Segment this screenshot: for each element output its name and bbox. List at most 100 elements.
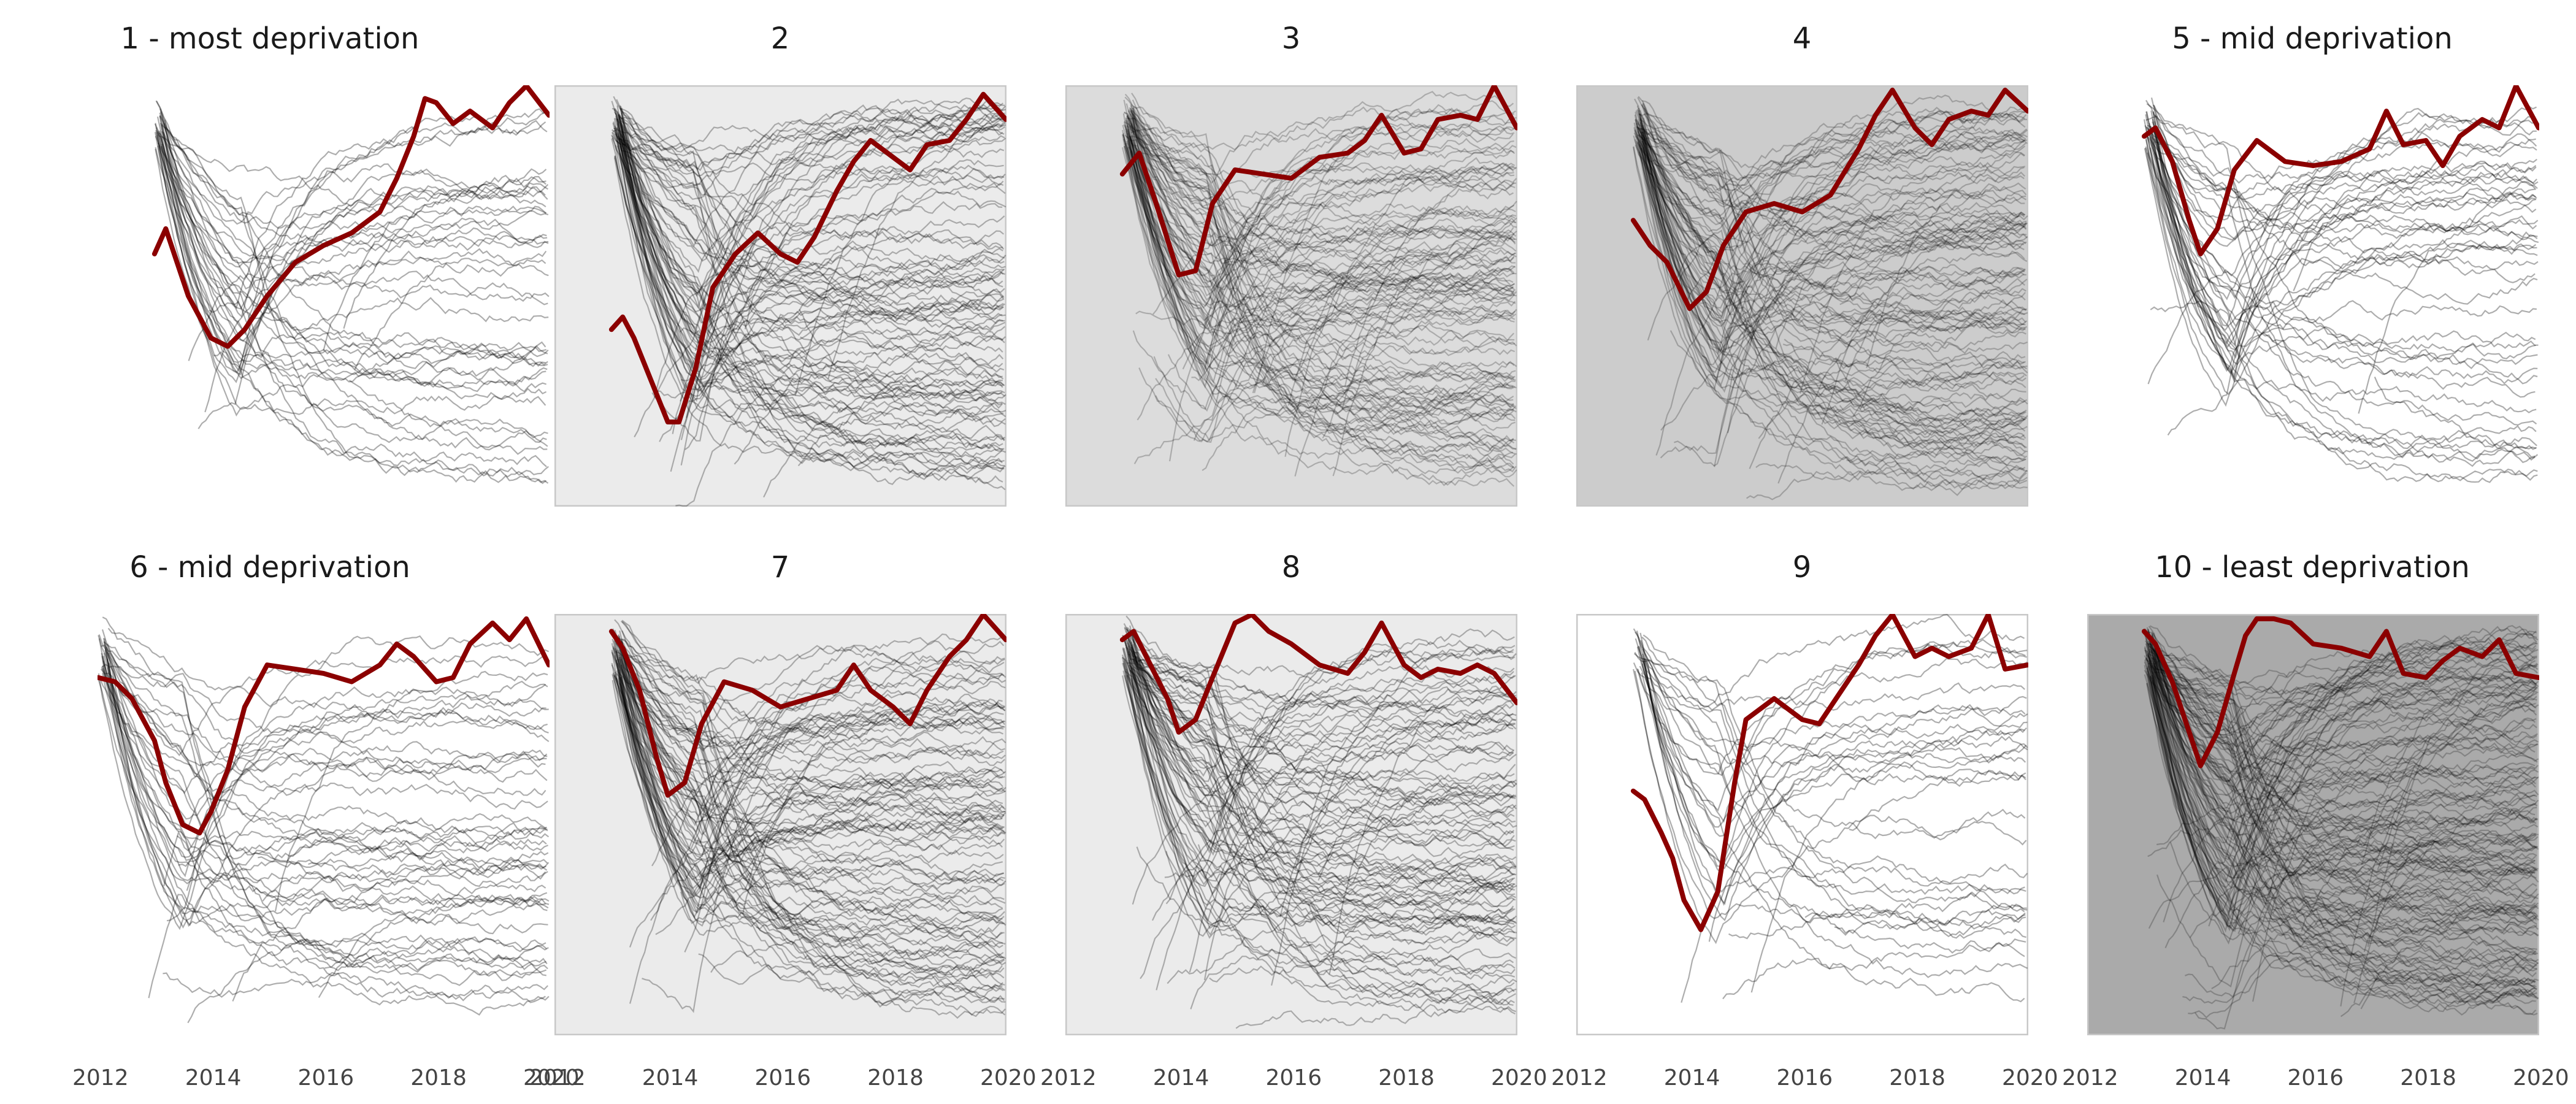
background-series-line (2147, 125, 2538, 305)
background-series-line (2147, 814, 2539, 857)
background-series-line (621, 139, 1006, 443)
background-series-line (1152, 240, 1514, 425)
background-series-line (2189, 811, 2537, 938)
background-series-line (794, 118, 1006, 396)
background-series-line (615, 677, 1003, 817)
background-series-line (2145, 642, 2537, 726)
background-series-line (1643, 661, 2027, 921)
background-series-line (2214, 830, 2539, 880)
background-series-line (615, 145, 1006, 361)
background-series-line (1635, 136, 2026, 249)
background-series-line (157, 130, 548, 305)
background-series-line (2195, 751, 2538, 1030)
background-series-line (1758, 362, 2028, 439)
background-series-line (615, 123, 1006, 402)
background-series-line (1125, 119, 1517, 423)
background-series-line (1784, 339, 2028, 443)
background-series-line (827, 126, 1006, 380)
background-series-line (620, 108, 1003, 324)
background-series-line (750, 841, 1006, 1016)
background-series-line (1193, 176, 1515, 441)
background-series-line (1308, 301, 1516, 409)
background-series-line (1125, 644, 1516, 924)
background-series-line (651, 113, 1006, 442)
background-series-line (2153, 131, 2537, 299)
background-series-line (2152, 664, 2536, 801)
background-series-line (1130, 110, 1514, 379)
background-series-line (1643, 634, 2026, 903)
background-series-line (621, 619, 1005, 933)
background-series-line (621, 112, 1005, 445)
background-series-line (611, 107, 1006, 402)
background-series-line (2146, 627, 2538, 784)
background-series-line (1123, 122, 1515, 287)
background-series-line (680, 327, 1005, 391)
background-series-line (2145, 631, 2537, 733)
background-series-line (106, 658, 550, 882)
background-series-line (834, 922, 1003, 943)
background-series-line (1638, 96, 2025, 185)
background-series-line (620, 620, 1005, 983)
highlight-series-line (1630, 614, 2028, 932)
background-series-line (2153, 126, 2537, 413)
background-series-line (2147, 643, 2539, 986)
background-series-line (343, 168, 547, 329)
background-series-line (2153, 640, 2537, 843)
background-series-line (1126, 120, 1514, 347)
background-series-line (621, 129, 1006, 491)
background-series-line (1227, 303, 1515, 355)
background-series-line (2148, 626, 2536, 807)
background-series-line (2145, 643, 2537, 900)
background-series-line (2288, 864, 2536, 886)
background-series-line (2147, 269, 2539, 385)
background-series-line (1637, 121, 2025, 383)
background-series-line (1125, 142, 1517, 365)
background-series-line (616, 118, 1004, 318)
background-series-line (2153, 633, 2537, 853)
background-series-line (770, 385, 1003, 466)
background-series-line (1307, 903, 1515, 1004)
background-series-line (2150, 301, 2537, 448)
background-series-line (621, 643, 1005, 845)
background-series-line (617, 118, 1005, 470)
background-series-line (101, 629, 548, 840)
background-series-line (2152, 680, 2536, 989)
background-series-line (1639, 113, 2028, 389)
background-series-line (614, 630, 1006, 833)
background-series-line (619, 645, 1003, 791)
background-series-line (629, 862, 1006, 1019)
background-series-line (618, 132, 1005, 347)
background-series-line (619, 640, 1004, 735)
background-series-line (1641, 131, 2026, 355)
background-series-line (1642, 103, 2026, 205)
x-tick-label: 2018 (867, 1065, 924, 1091)
background-series-line (2152, 675, 2536, 882)
background-series-line (1633, 132, 2025, 289)
background-series-line (1634, 110, 2026, 269)
background-series-line (232, 871, 546, 1002)
panel-9-plot (1576, 614, 2028, 1035)
panel-10-title: 10 - least deprivation (2155, 550, 2470, 585)
background-series-line (2147, 640, 2539, 930)
background-series-line (101, 667, 548, 969)
background-series-line (1189, 742, 1514, 973)
background-series-line (1128, 146, 1516, 247)
background-series-line (1852, 288, 2026, 418)
background-series-line (1130, 150, 1514, 414)
panel-3-title: 3 (1281, 21, 1301, 56)
background-series-line (2149, 662, 2536, 915)
background-series-line (1125, 670, 1516, 848)
background-series-line (1214, 276, 1517, 328)
background-series-line (1643, 94, 2027, 248)
background-series-line (620, 125, 1005, 474)
background-series-line (1123, 124, 1514, 343)
panel-7-title: 7 (770, 550, 790, 585)
background-series-line (2152, 633, 2536, 841)
background-series-line (1125, 629, 1517, 876)
background-series-line (1169, 203, 1516, 462)
background-series-line (1647, 229, 2028, 490)
background-series-line (101, 653, 548, 914)
background-series-line (1643, 147, 2027, 393)
background-series-line (613, 134, 1005, 306)
